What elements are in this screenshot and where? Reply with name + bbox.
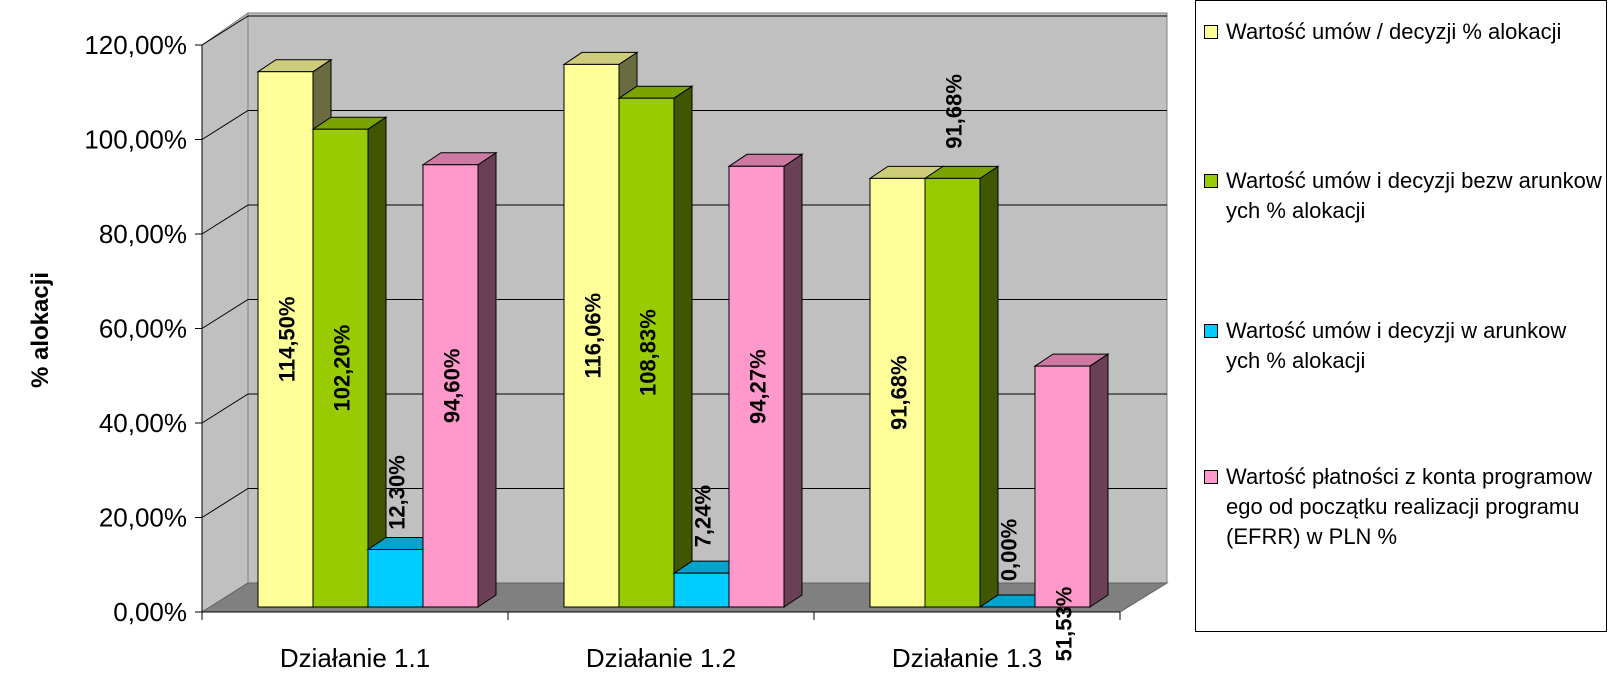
- gridline: [201, 393, 1167, 424]
- legend-label-1: Wartość umów / decyzji % alokacji: [1226, 19, 1562, 44]
- legend-label-3: Wartość umów i decyzji w arunkow ych % a…: [1226, 318, 1567, 373]
- gridline: [201, 299, 1167, 329]
- bar-side: [477, 151, 497, 608]
- bar: [1033, 353, 1110, 608]
- legend-label-2: Wartość umów i decyzji bezw arunkow ych …: [1226, 168, 1602, 223]
- legend-swatch-2: [1204, 174, 1218, 188]
- legend: Wartość umów / decyzji % alokacji Wartoś…: [1195, 0, 1607, 632]
- y-tick-label: 0,00%: [113, 597, 187, 627]
- legend-swatch-3: [1204, 324, 1218, 338]
- data-label: 0,00%: [997, 519, 1022, 581]
- chart: 114,50% 102,20% 12,30% 94,60% 116,06% 108,83%…: [27, 12, 1169, 673]
- bar-front: [367, 548, 424, 608]
- bar-front: [312, 128, 369, 608]
- data-label: 12,30%: [385, 455, 410, 530]
- bar-front: [422, 164, 479, 608]
- bar-side: [979, 165, 999, 608]
- gridline: [201, 204, 1167, 235]
- data-label: 94,60%: [440, 349, 465, 424]
- data-label: 94,27%: [746, 349, 771, 424]
- data-label: 51,53%: [1052, 587, 1077, 662]
- gridline: [201, 488, 1167, 518]
- bar: [923, 165, 1000, 608]
- data-label: 108,83%: [636, 309, 661, 396]
- data-label: 91,68%: [942, 74, 967, 149]
- y-axis-title: % alokacji: [27, 272, 54, 388]
- legend-swatch-1: [1204, 25, 1218, 39]
- legend-swatch-4: [1204, 470, 1218, 484]
- bar-front: [869, 177, 926, 608]
- data-label: 91,68%: [887, 355, 912, 430]
- y-tick-label: 120,00%: [84, 30, 187, 60]
- bar: [311, 116, 388, 608]
- y-tick-label: 40,00%: [99, 408, 187, 438]
- gridline: [201, 15, 1167, 46]
- bar-front: [1034, 365, 1091, 608]
- y-tick-label: 100,00%: [84, 125, 187, 155]
- chart-side-wall: [201, 12, 249, 613]
- bar-front: [563, 63, 620, 608]
- y-tick-label: 60,00%: [99, 314, 187, 344]
- bar-front: [924, 177, 981, 608]
- bar-side: [1089, 353, 1109, 608]
- y-tick-label: 20,00%: [99, 503, 187, 533]
- bar-side: [783, 153, 803, 608]
- bar: [727, 153, 804, 608]
- bar-front: [618, 97, 675, 608]
- y-tick-label: 80,00%: [99, 219, 187, 249]
- data-label: 116,06%: [581, 293, 606, 379]
- x-tick-label: Działanie 1.3: [892, 643, 1042, 673]
- bar: [421, 151, 498, 608]
- bar: [617, 85, 694, 608]
- data-label: 7,24%: [691, 485, 716, 547]
- data-label: 114,50%: [275, 297, 300, 383]
- gridline: [201, 110, 1167, 140]
- bar-front: [257, 71, 314, 608]
- bar-side: [673, 85, 693, 608]
- bar-side: [367, 116, 387, 608]
- x-tick-label: Działanie 1.2: [586, 643, 736, 673]
- bar-front: [673, 572, 730, 608]
- data-label: 102,20%: [330, 325, 355, 412]
- legend-label-4: Wartość płatności z konta programow ego …: [1226, 464, 1592, 549]
- bar-front: [728, 165, 785, 608]
- x-tick-label: Działanie 1.1: [280, 643, 430, 673]
